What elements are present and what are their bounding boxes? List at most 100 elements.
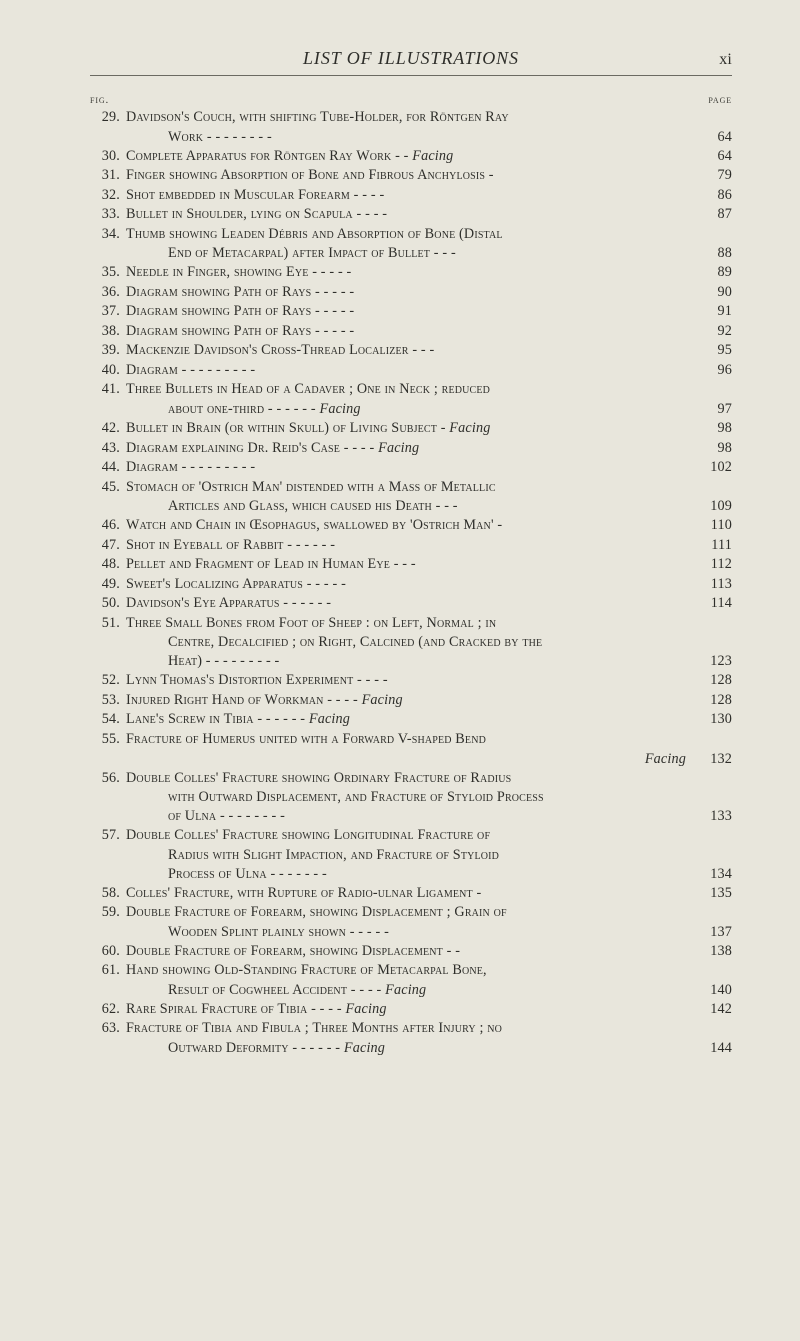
list-entry-continuation: with Outward Displacement, and Fracture … (90, 788, 732, 807)
list-entry: 61.Hand showing Old-Standing Fracture of… (90, 961, 732, 980)
entry-text: Needle in Finger, showing Eye - - - - - (126, 263, 686, 282)
entry-text: Shot embedded in Muscular Forearm - - - … (126, 186, 686, 205)
list-entry: 37.Diagram showing Path of Rays - - - - … (90, 302, 732, 321)
entry-text: Diagram - - - - - - - - - (126, 458, 686, 477)
list-entry: 43.Diagram explaining Dr. Reid's Case - … (90, 439, 732, 458)
entry-text: Mackenzie Davidson's Cross-Thread Locali… (126, 341, 686, 360)
entry-text: Injured Right Hand of Workman - - - - Fa… (126, 691, 686, 710)
entry-page-number: 64 (686, 147, 732, 166)
list-entry: 50.Davidson's Eye Apparatus - - - - - -1… (90, 594, 732, 613)
entry-fig-number: 45. (90, 478, 126, 497)
entry-text: Three Small Bones from Foot of Sheep : o… (126, 614, 686, 633)
entry-text: Heat) - - - - - - - - - (120, 652, 686, 671)
entry-fig-number: 41. (90, 380, 126, 399)
list-entry: 44.Diagram - - - - - - - - -102 (90, 458, 732, 477)
list-entry: 60.Double Fracture of Forearm, showing D… (90, 942, 732, 961)
col-heading-fig: fig. (90, 94, 109, 106)
entry-page-number: 98 (686, 419, 732, 438)
list-entry: 29.Davidson's Couch, with shifting Tube-… (90, 108, 732, 127)
entry-page-number: 109 (686, 497, 732, 516)
entry-page-number: 98 (686, 439, 732, 458)
entry-page-number: 79 (686, 166, 732, 185)
list-entry: 32.Shot embedded in Muscular Forearm - -… (90, 186, 732, 205)
entry-text: Wooden Splint plainly shown - - - - - (120, 923, 686, 942)
entry-fig-number: 61. (90, 961, 126, 980)
entry-text: Centre, Decalcified ; on Right, Calcined… (120, 633, 686, 652)
entry-fig-number: 30. (90, 147, 126, 166)
entry-fig-number: 33. (90, 205, 126, 224)
list-entry-continuation: Wooden Splint plainly shown - - - - -137 (90, 923, 732, 942)
entry-fig-number: 42. (90, 419, 126, 438)
entry-text: Double Colles' Fracture showing Ordinary… (126, 769, 686, 788)
entry-text: of Ulna - - - - - - - - (120, 807, 686, 826)
entry-text: Shot in Eyeball of Rabbit - - - - - - (126, 536, 686, 555)
facing-label: Facing (305, 711, 350, 727)
entry-fig-number: 63. (90, 1019, 126, 1038)
entry-text: Lynn Thomas's Distortion Experiment - - … (126, 671, 686, 690)
entry-fig-number: 32. (90, 186, 126, 205)
list-entry: 55.Fracture of Humerus united with a For… (90, 730, 732, 749)
list-entry: 40.Diagram - - - - - - - - -96 (90, 361, 732, 380)
facing-label: Facing (358, 692, 403, 708)
entry-text: Process of Ulna - - - - - - - (120, 865, 686, 884)
list-entry: 51.Three Small Bones from Foot of Sheep … (90, 614, 732, 633)
entry-text: Result of Cogwheel Accident - - - - Faci… (120, 981, 686, 1000)
entry-text: End of Metacarpal) after Impact of Bulle… (120, 244, 686, 263)
entry-fig-number: 47. (90, 536, 126, 555)
entry-fig-number: 37. (90, 302, 126, 321)
entry-page-number: 144 (686, 1039, 732, 1058)
entry-fig-number: 56. (90, 769, 126, 788)
entry-text: Diagram showing Path of Rays - - - - - (126, 302, 686, 321)
entry-text: Davidson's Couch, with shifting Tube-Hol… (126, 108, 686, 127)
entry-fig-number: 40. (90, 361, 126, 380)
facing-label: Facing (374, 440, 419, 456)
list-entry: 63.Fracture of Tibia and Fibula ; Three … (90, 1019, 732, 1038)
facing-label: Facing (316, 401, 361, 417)
entry-fig-number: 31. (90, 166, 126, 185)
list-entry: 35.Needle in Finger, showing Eye - - - -… (90, 263, 732, 282)
list-entry-continuation: Centre, Decalcified ; on Right, Calcined… (90, 633, 732, 652)
entry-fig-number: 54. (90, 710, 126, 729)
list-entry-continuation: Heat) - - - - - - - - -123 (90, 652, 732, 671)
entry-text: Thumb showing Leaden Débris and Absorpti… (126, 225, 686, 244)
entry-fig-number: 34. (90, 225, 126, 244)
entry-page-number: 88 (686, 244, 732, 263)
entry-text: Diagram showing Path of Rays - - - - - (126, 322, 686, 341)
list-entry-continuation: about one-third - - - - - - Facing97 (90, 400, 732, 419)
entry-page-number: 102 (686, 458, 732, 477)
entry-page-number: 130 (686, 710, 732, 729)
facing-label: Facing (446, 420, 491, 436)
facing-label: Facing (342, 1001, 387, 1017)
column-headings: fig. page (90, 94, 732, 106)
facing-label: Facing (409, 148, 454, 164)
entry-fig-number: 58. (90, 884, 126, 903)
entry-text: Diagram explaining Dr. Reid's Case - - -… (126, 439, 686, 458)
list-entry: 54.Lane's Screw in Tibia - - - - - - Fac… (90, 710, 732, 729)
list-entry: 58.Colles' Fracture, with Rupture of Rad… (90, 884, 732, 903)
entry-page-number: 142 (686, 1000, 732, 1019)
entry-fig-number: 43. (90, 439, 126, 458)
entry-page-number: 86 (686, 186, 732, 205)
list-entry-continuation: Radius with Slight Impaction, and Fractu… (90, 846, 732, 865)
entry-page-number: 97 (686, 400, 732, 419)
list-entry: 36.Diagram showing Path of Rays - - - - … (90, 283, 732, 302)
entry-fig-number: 59. (90, 903, 126, 922)
entry-fig-number: 50. (90, 594, 126, 613)
list-entry: 59.Double Fracture of Forearm, showing D… (90, 903, 732, 922)
entry-text: with Outward Displacement, and Fracture … (120, 788, 686, 807)
col-heading-page: page (708, 94, 732, 106)
facing-label: Facing (381, 982, 426, 998)
entry-text: Fracture of Tibia and Fibula ; Three Mon… (126, 1019, 686, 1038)
entry-page-number: 114 (686, 594, 732, 613)
list-entry: 33.Bullet in Shoulder, lying on Scapula … (90, 205, 732, 224)
entry-text: Double Colles' Fracture showing Longitud… (126, 826, 686, 845)
list-entry: 38.Diagram showing Path of Rays - - - - … (90, 322, 732, 341)
entry-page-number: 87 (686, 205, 732, 224)
entry-fig-number: 53. (90, 691, 126, 710)
entry-text: Double Fracture of Forearm, showing Disp… (126, 903, 686, 922)
entry-fig-number: 62. (90, 1000, 126, 1019)
entry-page-number: 137 (686, 923, 732, 942)
entry-fig-number: 57. (90, 826, 126, 845)
entry-text: Facing (120, 750, 686, 769)
entry-page-number: 138 (686, 942, 732, 961)
